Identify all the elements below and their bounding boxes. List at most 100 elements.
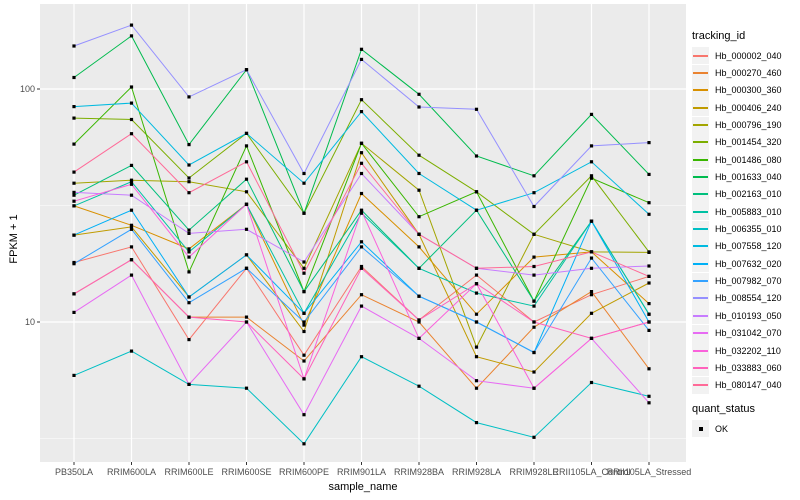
data-point — [474, 355, 479, 359]
data-point — [129, 245, 134, 249]
series-color-line-icon — [693, 297, 708, 300]
legend-label: Hb_007632_020 — [715, 258, 782, 269]
data-point — [359, 240, 364, 244]
data-point — [302, 329, 306, 334]
series-color-line-icon — [693, 176, 708, 179]
data-point — [244, 131, 249, 135]
legend-item-Hb_032202_110: Hb_032202_110 — [692, 342, 782, 360]
data-point — [532, 264, 536, 269]
data-point — [72, 199, 76, 203]
legend-key-swatch — [692, 324, 709, 342]
data-point — [129, 225, 134, 229]
data-point — [359, 304, 364, 308]
data-point — [72, 142, 76, 146]
legend-item-ok: OK — [692, 420, 782, 438]
data-point — [417, 294, 421, 298]
legend-item-Hb_000270_460: Hb_000270_460 — [692, 64, 782, 82]
legend-label: Hb_032202_110 — [715, 345, 781, 356]
data-point — [417, 245, 421, 249]
data-point — [129, 208, 134, 212]
data-point — [302, 353, 306, 357]
data-point — [187, 295, 191, 299]
legend-key-swatch — [692, 151, 709, 169]
legend-key-swatch — [692, 81, 709, 99]
data-point — [532, 325, 536, 329]
data-point — [417, 384, 421, 388]
data-point — [72, 292, 76, 296]
data-point — [187, 163, 191, 167]
data-point — [647, 312, 651, 316]
series-color-line-icon — [693, 384, 708, 387]
data-point — [244, 253, 249, 257]
data-point — [589, 266, 594, 270]
data-point — [129, 223, 134, 227]
data-point — [647, 264, 651, 268]
data-point — [359, 264, 364, 269]
data-point — [187, 231, 191, 235]
data-point — [417, 320, 421, 324]
legend-key-swatch — [692, 185, 709, 203]
data-point — [187, 301, 191, 305]
legend-item-Hb_001454_320: Hb_001454_320 — [692, 133, 782, 151]
data-point — [72, 44, 76, 48]
data-point — [302, 260, 306, 264]
data-point — [474, 208, 479, 212]
data-point — [359, 209, 364, 213]
y-tick-label-100: 100 — [19, 83, 35, 94]
data-point — [589, 176, 594, 180]
legend-key-swatch — [692, 255, 709, 273]
data-point — [589, 336, 594, 340]
data-point — [187, 315, 191, 319]
data-point — [129, 85, 134, 89]
data-point — [589, 112, 594, 116]
x-tick-label-RRIM901LA: RRIM901LA — [336, 467, 387, 477]
data-point — [532, 273, 536, 277]
data-point — [474, 291, 479, 295]
legend-item-Hb_008554_120: Hb_008554_120 — [692, 289, 782, 307]
data-point — [647, 281, 651, 285]
data-point — [302, 323, 306, 327]
data-point — [359, 141, 364, 145]
series-color-line-icon — [693, 262, 708, 265]
data-point — [72, 181, 76, 185]
data-point — [474, 282, 479, 286]
data-point — [647, 394, 651, 398]
series-color-line-icon — [693, 158, 708, 161]
data-point — [187, 180, 191, 184]
legend-key-swatch — [692, 203, 709, 221]
data-point — [532, 435, 536, 439]
data-point — [532, 191, 536, 195]
legend-key-swatch — [692, 307, 709, 325]
data-point — [647, 274, 651, 278]
legend-label: Hb_008554_120 — [715, 293, 782, 304]
data-point — [187, 176, 191, 180]
data-point — [72, 310, 76, 314]
data-point — [474, 386, 479, 390]
data-point — [647, 367, 651, 371]
data-point — [532, 386, 536, 390]
legend-key-swatch — [692, 220, 709, 238]
legend-key-swatch — [692, 64, 709, 82]
legend-items: Hb_000002_040 Hb_000270_460 Hb_000300_360 H… — [692, 47, 782, 394]
data-point — [72, 105, 76, 109]
data-point — [187, 382, 191, 386]
data-point — [589, 293, 594, 297]
legend-item-Hb_001633_040: Hb_001633_040 — [692, 168, 782, 186]
data-point — [187, 95, 191, 99]
data-point — [187, 270, 191, 274]
data-point — [302, 181, 306, 185]
data-point — [244, 160, 249, 164]
series-color-line-icon — [693, 210, 708, 213]
series-color-line-icon — [693, 245, 708, 248]
data-point — [359, 110, 364, 114]
legend-key-swatch — [692, 359, 709, 377]
legend-item-Hb_006355_010: Hb_006355_010 — [692, 220, 782, 238]
data-point — [302, 311, 306, 315]
legend-quant-status-block: quant_status OK — [692, 403, 782, 438]
legend-item-Hb_033883_060: Hb_033883_060 — [692, 359, 782, 377]
data-point — [244, 320, 249, 324]
legend-key-swatch — [692, 376, 709, 394]
data-point — [647, 302, 651, 306]
legend-key-swatch — [692, 47, 709, 65]
